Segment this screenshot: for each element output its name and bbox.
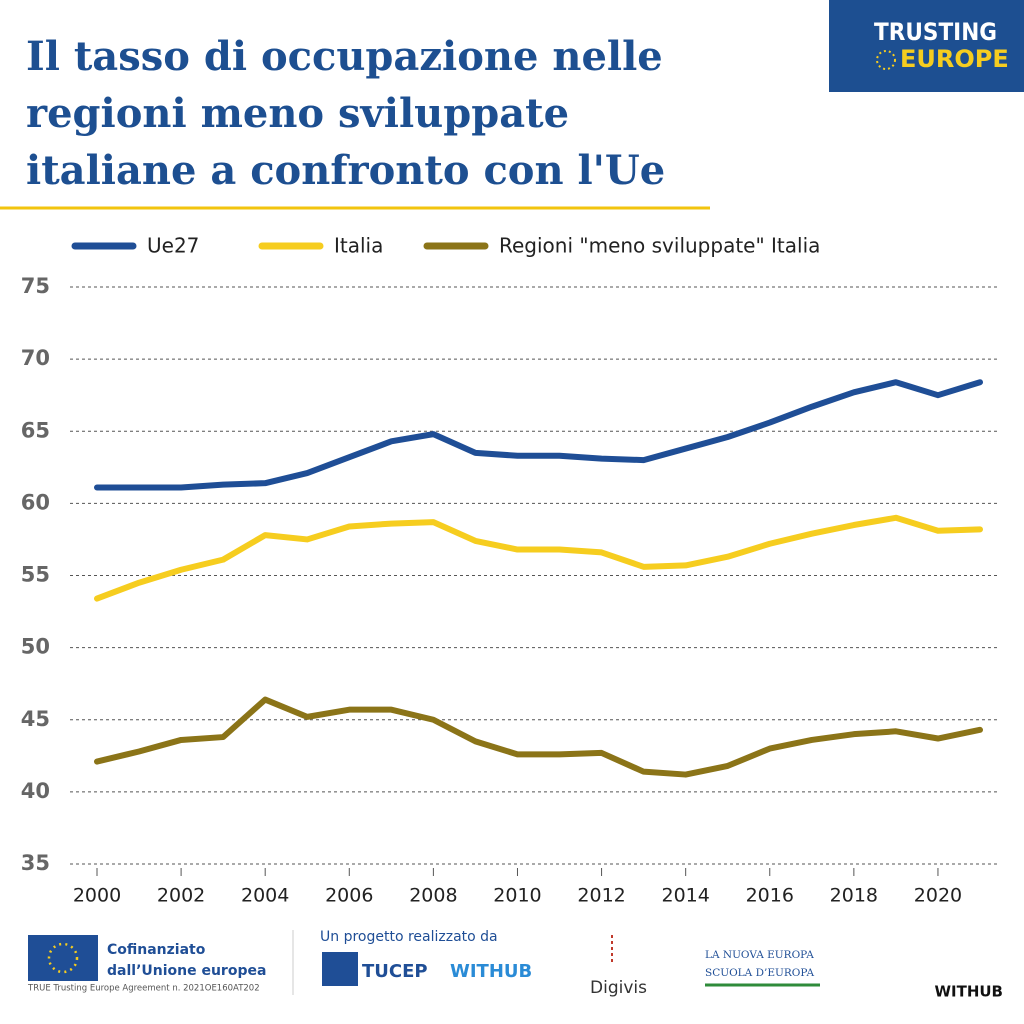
y-tick-label: 40 [21,779,50,803]
x-tick-label: 2020 [914,885,962,907]
eu-flag [28,935,98,981]
y-tick-label: 75 [21,274,50,298]
logo-box [829,0,1024,92]
x-tick-label: 2006 [325,885,373,907]
x-tick-label: 2016 [746,885,794,907]
y-tick-label: 35 [21,851,50,875]
footer [28,930,820,995]
partner-logo: LA NUOVA EUROPA [705,949,814,961]
x-tick-label: 2008 [409,885,457,907]
series-line [94,379,983,491]
x-tick-label: 2018 [830,885,878,907]
cofinanced-1: Cofinanziato dall’Unione europea [107,942,266,979]
legend-label: Regioni "meno sviluppate" Italia [499,234,820,258]
brand: WITHUB [934,983,1003,1001]
y-tick-label: 45 [21,707,50,731]
partner-logo: TUCEP [362,961,428,982]
legend-label: Italia [334,234,383,258]
chart-title: Il tasso di occupazione nelle regioni me… [26,33,666,194]
y-tick-label: 55 [21,563,50,587]
legend-label: Ue27 [147,234,199,258]
y-tick-label: 50 [21,635,50,659]
series-line [94,514,983,602]
y-tick-label: 65 [21,418,50,442]
agreement: TRUE Trusting Europe Agreement n. 2021OE… [27,984,260,994]
project: Un progetto realizzato da [320,929,498,945]
eu-stars [47,942,79,974]
x-tick-label: 2010 [493,885,541,907]
partner-logo: Digivis [590,978,647,998]
x-tick-label: 2000 [73,885,121,907]
y-tick-label: 60 [21,490,50,514]
series-line [94,696,983,778]
x-tick-label: 2002 [157,885,205,907]
x-tick-label: 2004 [241,885,289,907]
x-tick-label: 2014 [661,885,709,907]
logo-line2: EUROPE [900,45,1009,73]
partner-logo: SCUOLA D’EUROPA [705,967,814,979]
x-tick-label: 2012 [577,885,625,907]
partner-logo: WITHUB [450,961,532,982]
logo-stars [876,50,896,70]
logo-line1: TRUSTING [874,18,997,46]
tucep-mark [322,952,358,986]
y-tick-label: 70 [21,346,50,370]
